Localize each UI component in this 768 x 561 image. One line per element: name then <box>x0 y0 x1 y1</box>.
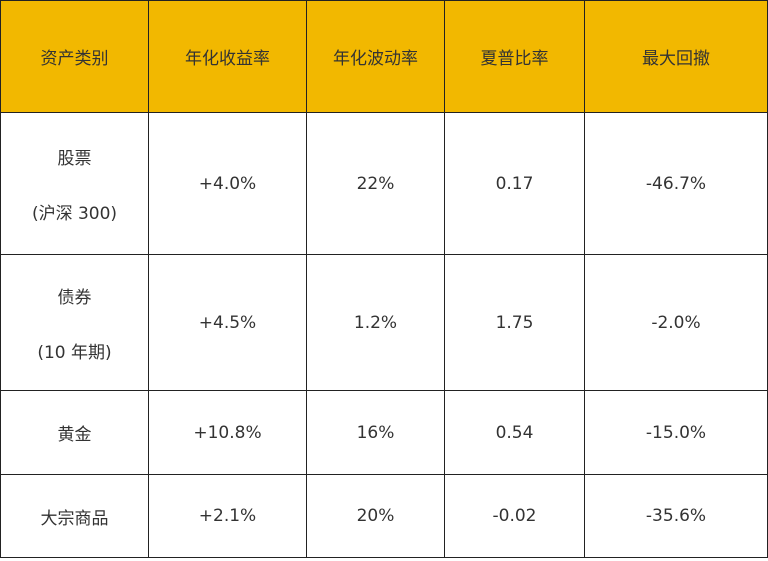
category-cell: 黄金 <box>0 390 149 475</box>
table-row: 股票 (沪深 300) +4.0% 22% 0.17 -46.7% <box>0 112 768 255</box>
value-cell: +2.1% <box>148 474 307 558</box>
cell-line: 大宗商品 <box>40 508 109 529</box>
category-cell: 债券 (10 年期) <box>0 254 149 391</box>
header-cell: 资产类别 <box>0 0 149 113</box>
value-cell: +4.0% <box>148 112 307 255</box>
header-row: 资产类别 年化收益率 年化波动率 夏普比率 最大回撤 <box>0 0 768 113</box>
value-cell: -0.02 <box>444 474 585 558</box>
cell-line: 黄金 <box>57 425 92 445</box>
header-cell: 年化收益率 <box>148 0 307 113</box>
header-cell: 最大回撤 <box>584 0 768 113</box>
value-cell: +4.5% <box>148 254 307 391</box>
value-cell: 1.2% <box>306 254 445 391</box>
table-row: 黄金 +10.8% 16% 0.54 -15.0% <box>0 390 768 475</box>
value-cell: 1.75 <box>444 254 585 391</box>
value-cell: -35.6% <box>584 474 768 558</box>
category-cell: 大宗商品 <box>0 474 149 558</box>
table-row: 大宗商品 +2.1% 20% -0.02 -35.6% <box>0 474 768 558</box>
value-cell: 22% <box>306 112 445 255</box>
value-cell: 20% <box>306 474 445 558</box>
value-cell: 0.54 <box>444 390 585 475</box>
cell-line: (沪深 300) <box>31 203 118 224</box>
cell-line: 债券 <box>57 287 92 308</box>
value-cell: -2.0% <box>584 254 768 391</box>
value-cell: -46.7% <box>584 112 768 255</box>
value-cell: -15.0% <box>584 390 768 475</box>
value-cell: 0.17 <box>444 112 585 255</box>
value-cell: 16% <box>306 390 445 475</box>
header-cell: 夏普比率 <box>444 0 585 113</box>
cell-line: (10 年期) <box>37 342 112 363</box>
value-cell: +10.8% <box>148 390 307 475</box>
cell-line: 股票 <box>57 148 92 169</box>
header-cell: 年化波动率 <box>306 0 445 113</box>
table-row: 债券 (10 年期) +4.5% 1.2% 1.75 -2.0% <box>0 254 768 391</box>
category-cell: 股票 (沪深 300) <box>0 112 149 255</box>
